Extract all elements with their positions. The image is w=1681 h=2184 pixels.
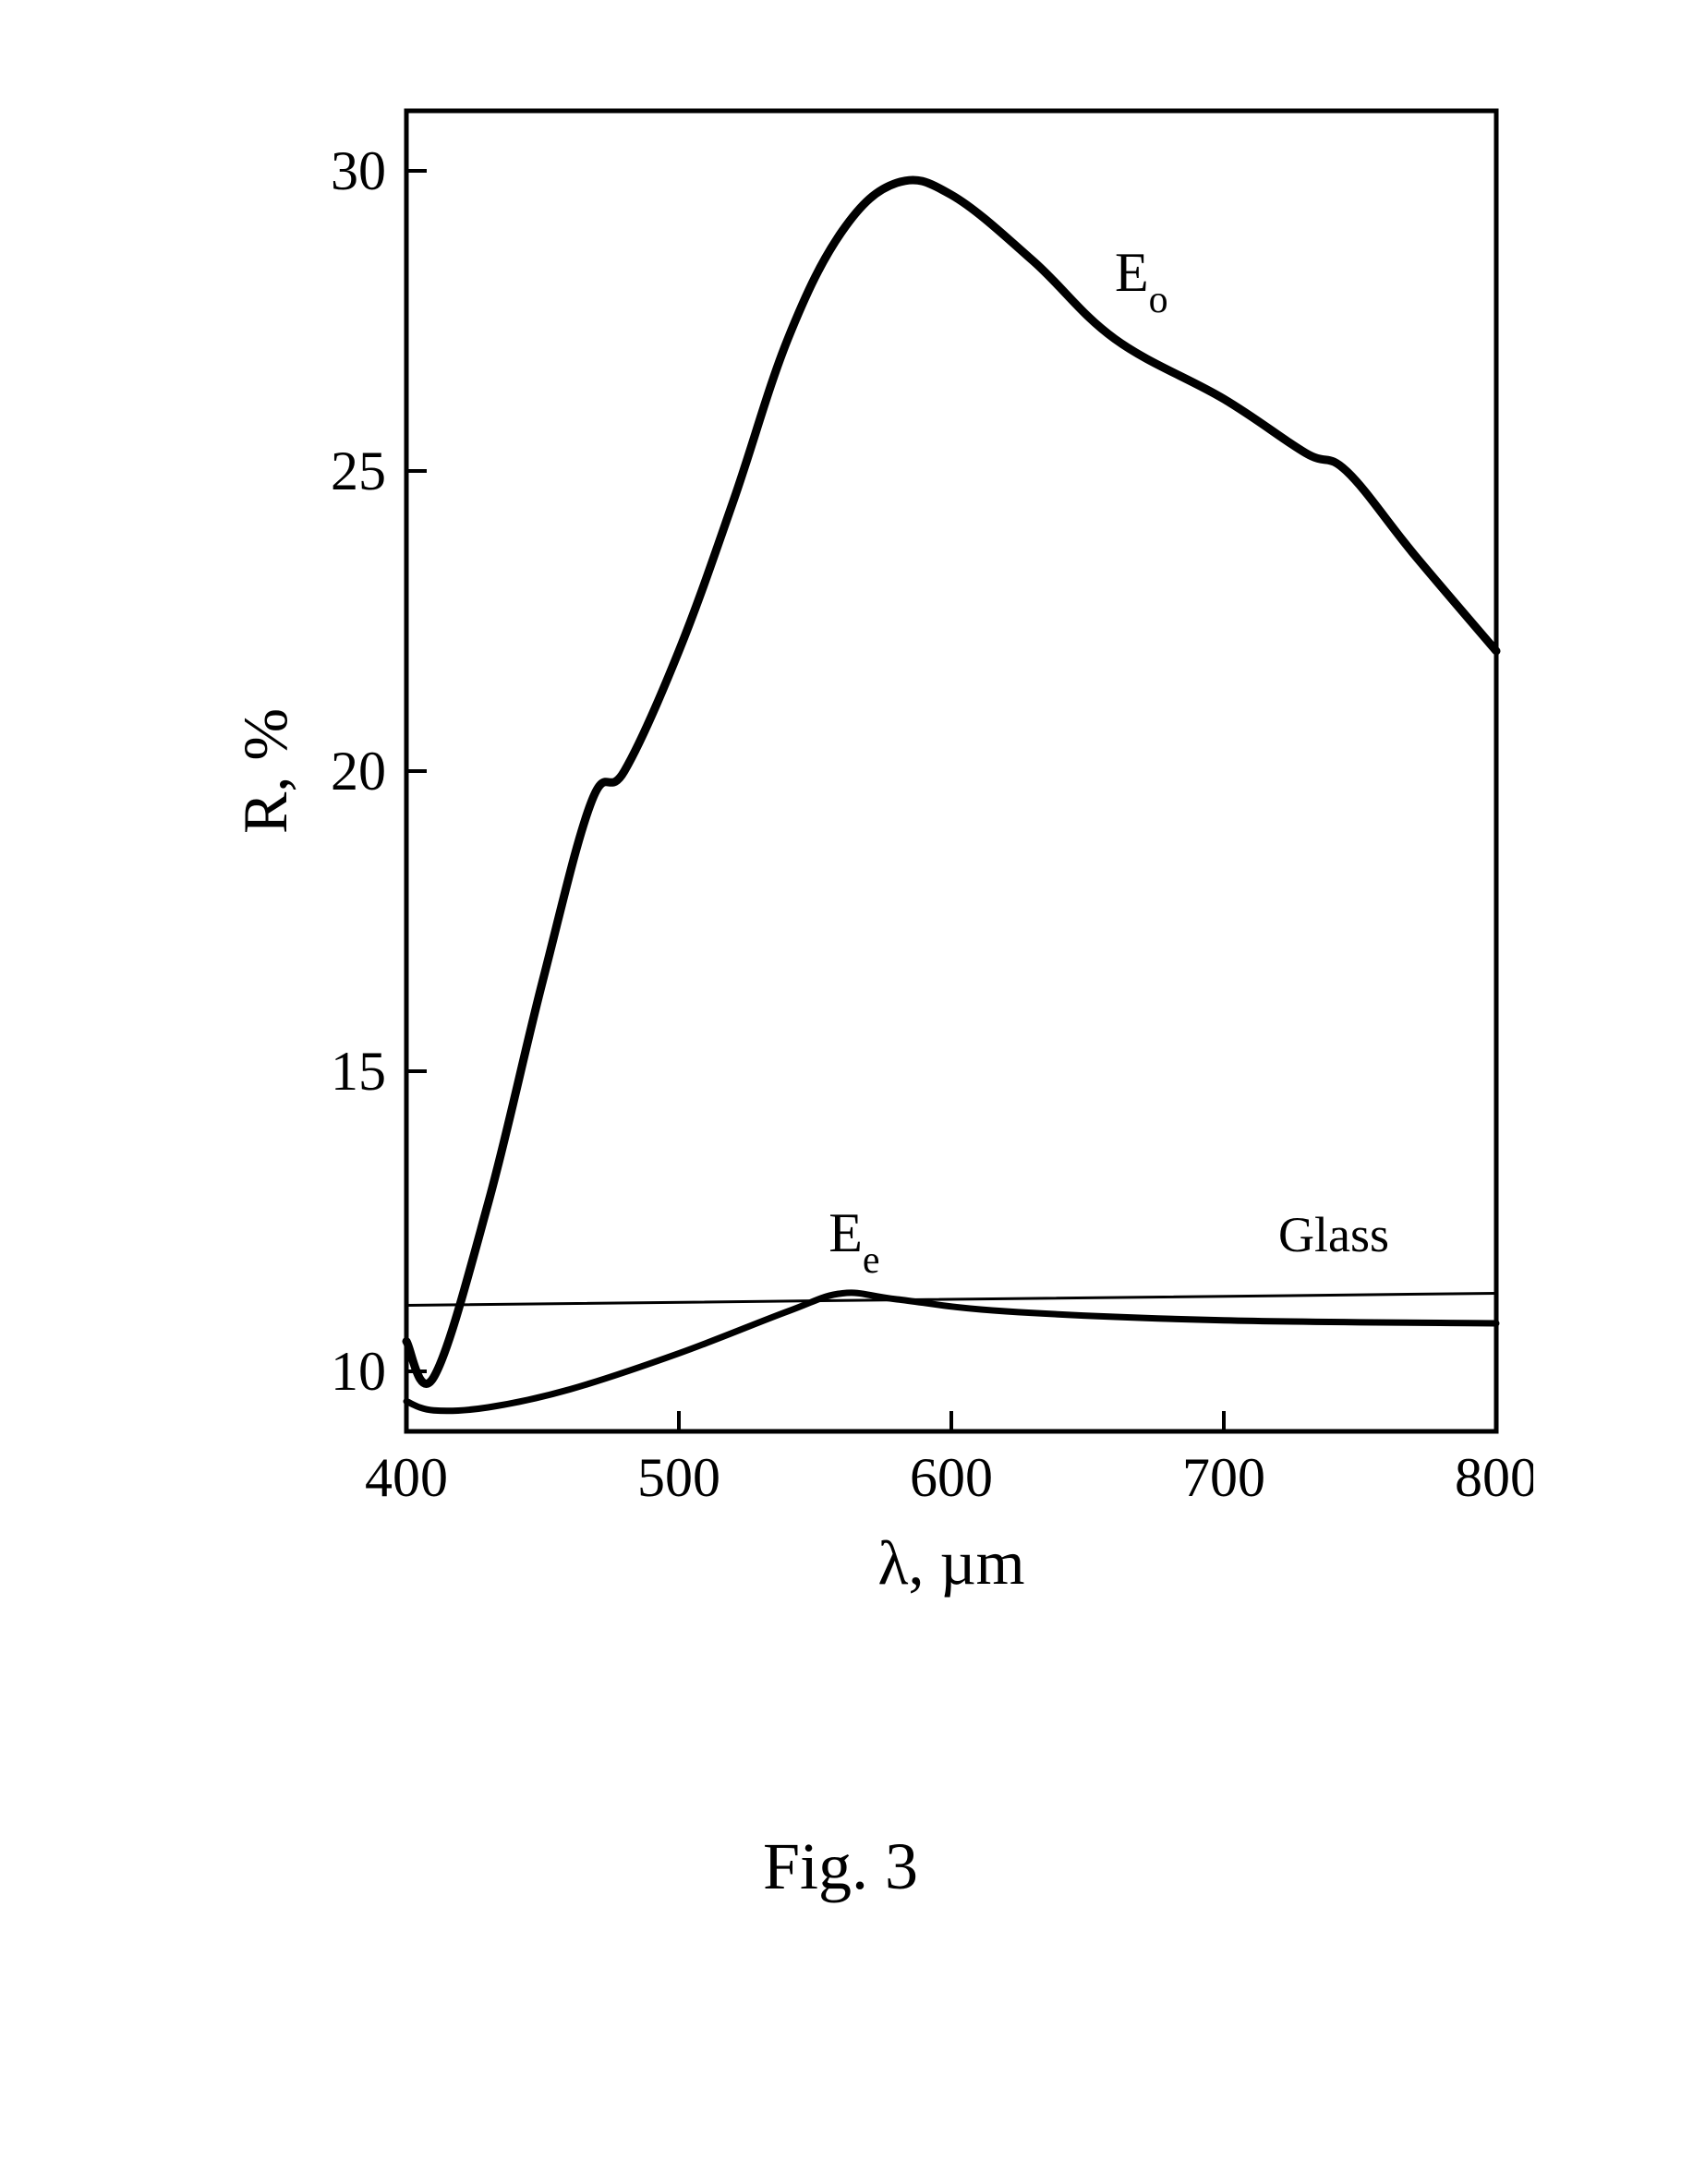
chart-container: 4005006007008001015202530λ, µmR, %EoEeGl… [240,74,1533,1621]
y-tick-label: 25 [331,440,386,501]
y-axis-label: R, % [240,708,300,834]
x-tick-label: 600 [910,1447,993,1508]
y-tick-label: 10 [331,1341,386,1402]
y-tick-label: 15 [331,1041,386,1102]
reflectance-chart: 4005006007008001015202530λ, µmR, %EoEeGl… [240,74,1533,1616]
figure-caption: Fig. 3 [0,1828,1681,1905]
y-tick-label: 20 [331,741,386,802]
x-tick-label: 700 [1182,1447,1265,1508]
y-tick-label: 30 [331,140,386,201]
x-tick-label: 400 [365,1447,448,1508]
x-tick-label: 500 [637,1447,720,1508]
page: 4005006007008001015202530λ, µmR, %EoEeGl… [0,0,1681,2184]
x-axis-label: λ, µm [877,1527,1024,1598]
series-label-Glass: Glass [1278,1207,1389,1262]
x-tick-label: 800 [1455,1447,1533,1508]
